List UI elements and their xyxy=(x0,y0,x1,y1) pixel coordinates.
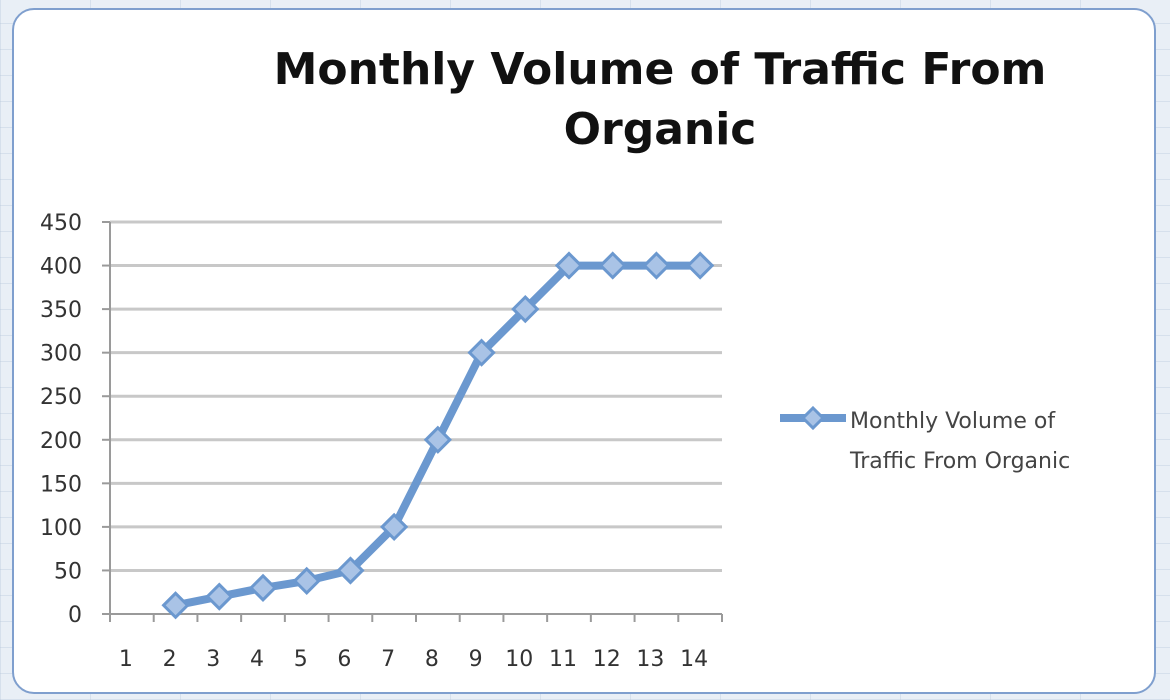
x-tick-label-8: 8 xyxy=(425,647,439,672)
x-tick-label-11: 11 xyxy=(549,647,577,672)
x-tick-label-1: 1 xyxy=(119,647,133,672)
axes xyxy=(102,221,723,622)
x-tick-label-6: 6 xyxy=(337,647,351,672)
data-point-6 xyxy=(336,556,365,585)
legend-entry-line2: Traffic From Organic xyxy=(849,449,1070,474)
x-tick-label-10: 10 xyxy=(505,647,533,672)
x-tick-label-3: 3 xyxy=(206,647,220,672)
y-tick-label-250: 250 xyxy=(40,385,82,410)
chart-title: Monthly Volume of Traffic From Organic xyxy=(273,44,1047,155)
legend-marker-diamond xyxy=(800,405,826,431)
x-tick-label-2: 2 xyxy=(163,647,177,672)
y-tick-label-400: 400 xyxy=(40,255,82,280)
y-tick-label-150: 150 xyxy=(40,472,82,497)
y-tick-label-200: 200 xyxy=(40,429,82,454)
data-point-9 xyxy=(467,338,496,367)
y-tick-label-300: 300 xyxy=(40,342,82,367)
y-tick-label-350: 350 xyxy=(40,298,82,323)
legend: Monthly Volume of Traffic From Organic xyxy=(780,405,1070,474)
legend-entry-line1: Monthly Volume of xyxy=(850,409,1056,434)
data-point-11 xyxy=(554,251,584,280)
x-tick-label-5: 5 xyxy=(294,647,308,672)
x-tick-label-9: 9 xyxy=(469,647,483,672)
x-tick-label-4: 4 xyxy=(250,647,264,672)
data-point-14 xyxy=(686,251,715,280)
data-point-13 xyxy=(642,251,671,280)
data-point-7 xyxy=(380,512,409,542)
y-tick-label-100: 100 xyxy=(40,516,82,541)
data-point-12 xyxy=(598,251,627,280)
chart-area[interactable] xyxy=(12,8,1156,694)
y-tick-label-50: 50 xyxy=(54,559,82,584)
y-tick-label-450: 450 xyxy=(40,211,82,236)
data-point-5 xyxy=(292,566,321,596)
y-tick-label-0: 0 xyxy=(68,603,82,628)
x-tick-label-7: 7 xyxy=(381,647,395,672)
gridlines xyxy=(110,220,722,572)
x-tick-label-12: 12 xyxy=(593,647,621,672)
x-tick-label-13: 13 xyxy=(636,647,664,672)
data-point-4 xyxy=(248,573,278,602)
data-point-2 xyxy=(161,591,190,620)
y-tick-labels: 0 50 100 150 200 250 300 350 400 450 xyxy=(40,211,82,628)
x-tick-labels: 1 2 3 4 5 6 7 8 9 10 11 12 13 14 xyxy=(119,647,708,672)
series xyxy=(161,251,715,620)
data-point-10 xyxy=(511,294,540,324)
x-tick-label-14: 14 xyxy=(680,647,708,672)
data-point-8 xyxy=(423,425,452,454)
data-point-3 xyxy=(205,582,234,611)
